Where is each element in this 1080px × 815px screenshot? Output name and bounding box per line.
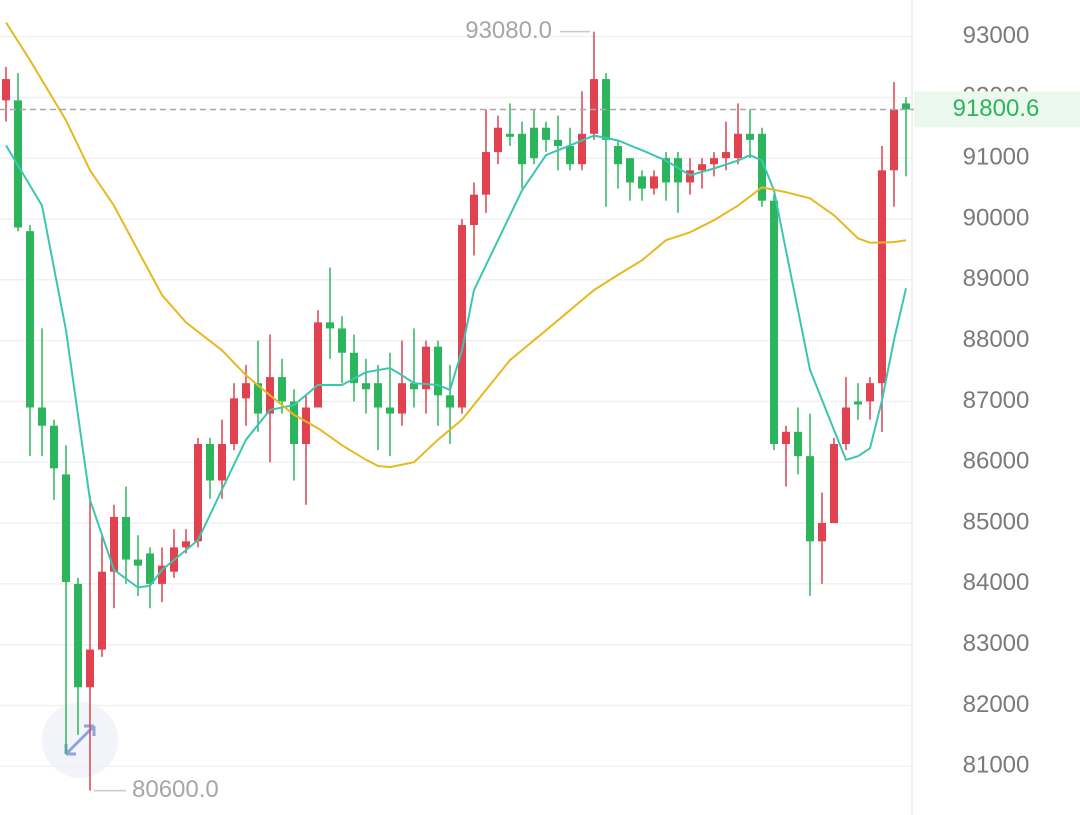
candle-body xyxy=(302,407,310,444)
candle-body xyxy=(386,407,394,414)
candle-body xyxy=(866,383,874,402)
y-tick-label: 86000 xyxy=(963,448,1030,475)
candle-body xyxy=(722,152,730,159)
candle-body xyxy=(794,431,802,457)
candle-body xyxy=(86,649,94,688)
candle-body xyxy=(110,516,118,572)
candle-body xyxy=(446,395,454,408)
last-price-box xyxy=(914,91,1080,128)
candle-body xyxy=(290,401,298,444)
candle-body xyxy=(554,139,562,146)
candle-body xyxy=(842,407,850,444)
moving-average-line xyxy=(5,21,907,469)
candle-body xyxy=(326,322,334,329)
candle-body xyxy=(194,443,202,542)
candle-body xyxy=(746,133,754,140)
candle-body xyxy=(2,79,10,101)
candle-body xyxy=(662,158,670,183)
candle-body xyxy=(638,176,646,189)
candle-body xyxy=(254,383,262,414)
candle-body xyxy=(74,583,82,688)
candle-body xyxy=(374,383,382,408)
candle-body xyxy=(878,170,886,384)
y-tick-label: 90000 xyxy=(963,204,1030,231)
candle-body xyxy=(422,346,430,390)
y-tick-label: 89000 xyxy=(963,265,1030,292)
candle-body xyxy=(350,352,358,384)
candle-body xyxy=(614,145,622,165)
y-tick-label: 85000 xyxy=(963,508,1030,535)
candle-body xyxy=(518,133,526,165)
high-annotation-label: 93080.0 xyxy=(465,17,552,44)
candle-body xyxy=(902,103,910,110)
candle-body xyxy=(506,133,514,137)
candle-body xyxy=(362,383,370,390)
candle-body xyxy=(830,443,838,524)
candle-body xyxy=(434,346,442,396)
candle-body xyxy=(26,231,34,408)
candle-body xyxy=(134,559,142,566)
low-annotation-label: 80600.0 xyxy=(132,776,219,803)
y-tick-label: 88000 xyxy=(963,326,1030,353)
candle-body xyxy=(782,431,790,444)
candle-body xyxy=(626,158,634,183)
candle-body xyxy=(458,225,466,408)
y-tick-label: 93000 xyxy=(963,22,1030,49)
candle-body xyxy=(482,152,490,195)
candle-body xyxy=(494,127,502,153)
candle-body xyxy=(818,523,826,542)
y-tick-label: 81000 xyxy=(963,752,1030,779)
candle-body xyxy=(758,133,766,201)
candle-body xyxy=(710,158,718,165)
candle-body xyxy=(146,553,154,584)
candle-body xyxy=(182,541,190,548)
candle-body xyxy=(50,425,58,469)
candle-body xyxy=(278,377,286,402)
candle-body xyxy=(566,145,574,165)
candle-body xyxy=(218,443,226,481)
candle-body xyxy=(530,127,538,159)
candle-body xyxy=(98,571,106,650)
candle-body xyxy=(686,170,694,183)
candle-body xyxy=(770,200,778,444)
moving-average-line xyxy=(5,134,907,589)
candle-body xyxy=(542,127,550,140)
candle-body xyxy=(62,474,70,583)
candle-body xyxy=(650,176,658,189)
candle-body xyxy=(314,322,322,408)
candle-body xyxy=(854,401,862,405)
y-tick-label: 83000 xyxy=(963,630,1030,657)
candle-body xyxy=(590,79,598,134)
y-tick-label: 87000 xyxy=(963,387,1030,414)
candle-body xyxy=(674,158,682,183)
y-tick-label: 91000 xyxy=(963,143,1030,170)
candle-body xyxy=(206,443,214,481)
candle-body xyxy=(38,407,46,426)
candle-body xyxy=(338,328,346,353)
candle-body xyxy=(698,164,706,171)
candle-body xyxy=(578,133,586,165)
candle-body xyxy=(734,133,742,159)
candle-body xyxy=(242,383,250,399)
y-tick-label: 82000 xyxy=(963,691,1030,718)
candle-body xyxy=(470,194,478,226)
candle-body xyxy=(410,383,418,390)
candle-body xyxy=(230,398,238,444)
candle-body xyxy=(806,456,814,542)
candle-body xyxy=(890,109,898,171)
y-tick-label: 84000 xyxy=(963,569,1030,596)
candle-body xyxy=(122,516,130,560)
candle-body xyxy=(398,383,406,414)
last-price-label: 91800.6 xyxy=(953,95,1040,122)
candle-body xyxy=(158,565,166,584)
